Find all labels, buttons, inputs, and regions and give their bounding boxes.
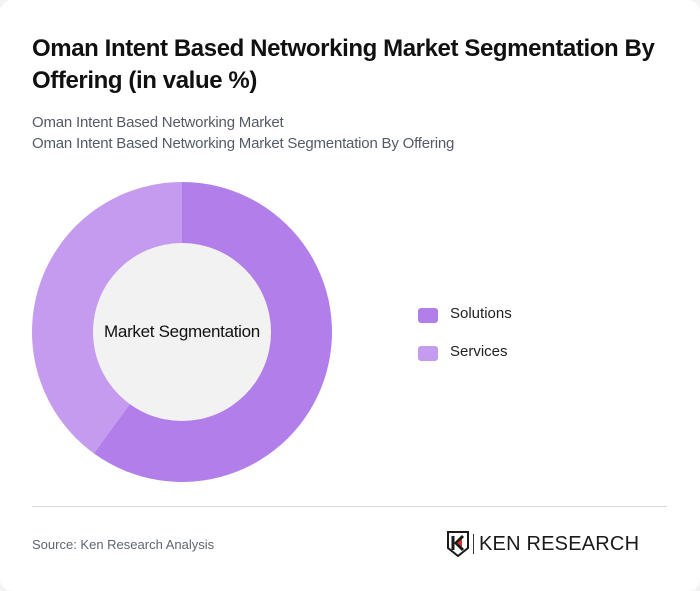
- legend-swatch-services: [418, 346, 438, 361]
- donut-hole: [93, 243, 271, 421]
- legend-swatch-solutions: [418, 308, 438, 323]
- legend-label-solutions: Solutions: [450, 305, 512, 322]
- ken-research-logo: KEN RESEARCH: [447, 530, 639, 558]
- source-note: Source: Ken Research Analysis: [32, 537, 215, 552]
- chart-title: Oman Intent Based Networking Market Segm…: [32, 35, 655, 94]
- footer-divider: [32, 506, 667, 507]
- logo-wordmark: KEN RESEARCH: [479, 533, 640, 555]
- chart-subtitle-market: Oman Intent Based Networking Market: [32, 114, 284, 131]
- chart-subtitle-segment: Oman Intent Based Networking Market Segm…: [32, 135, 455, 152]
- ken-research-logo-icon: [447, 531, 469, 557]
- legend-label-services: Services: [450, 343, 508, 360]
- logo-separator: [473, 534, 474, 554]
- donut-center-label: Market Segmentation: [104, 322, 260, 341]
